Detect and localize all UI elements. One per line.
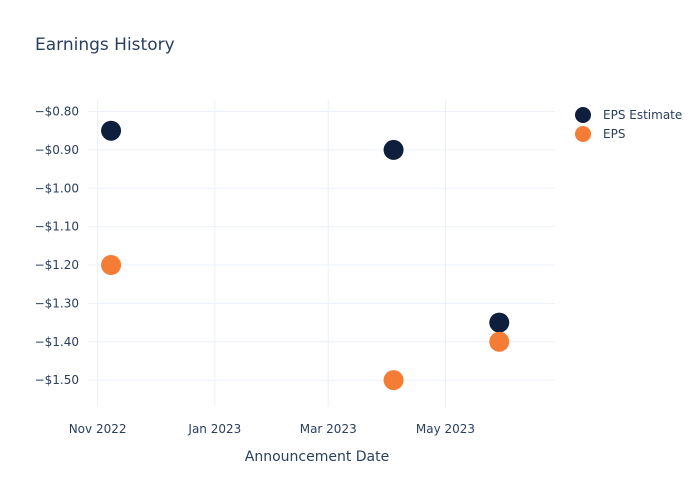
x-tick-label: Jan 2023: [187, 422, 241, 436]
x-axis-title: Announcement Date: [245, 449, 389, 465]
x-tick-label: Nov 2022: [69, 422, 127, 436]
legend-label: EPS Estimate: [603, 108, 682, 122]
y-tick-labels: −$0.80 −$0.90 −$1.00 −$1.10 −$1.20 −$1.30 −$1.…: [35, 105, 79, 388]
legend-label: EPS: [603, 127, 625, 141]
y-tick-label: −$0.80: [35, 105, 79, 119]
y-tick-label: −$1.50: [35, 373, 79, 387]
y-tick-label: −$1.20: [35, 258, 79, 272]
y-tick-label: −$1.00: [35, 181, 79, 195]
eps-point[interactable]: [489, 331, 510, 352]
y-tick-label: −$1.30: [35, 296, 79, 310]
chart-title: Earnings History: [35, 35, 175, 55]
eps-estimate-point[interactable]: [489, 312, 510, 333]
eps-estimate-point[interactable]: [383, 139, 404, 160]
eps-point[interactable]: [101, 255, 122, 276]
y-tick-label: −$1.40: [35, 335, 79, 349]
legend[interactable]: EPS Estimate EPS: [575, 107, 682, 142]
x-tick-label: Mar 2023: [300, 422, 357, 436]
grid-layer: [88, 100, 555, 407]
legend-marker: [575, 126, 591, 142]
y-tick-label: −$1.10: [35, 220, 79, 234]
eps-estimate-point[interactable]: [101, 120, 122, 141]
eps-point[interactable]: [383, 370, 404, 391]
data-points: [101, 120, 510, 391]
x-tick-labels: Nov 2022 Jan 2023 Mar 2023 May 2023: [69, 422, 475, 436]
legend-item-eps-estimate[interactable]: EPS Estimate: [575, 107, 682, 123]
legend-marker: [575, 107, 591, 123]
legend-item-eps[interactable]: EPS: [575, 126, 625, 142]
x-tick-label: May 2023: [416, 422, 475, 436]
y-tick-label: −$0.90: [35, 143, 79, 157]
